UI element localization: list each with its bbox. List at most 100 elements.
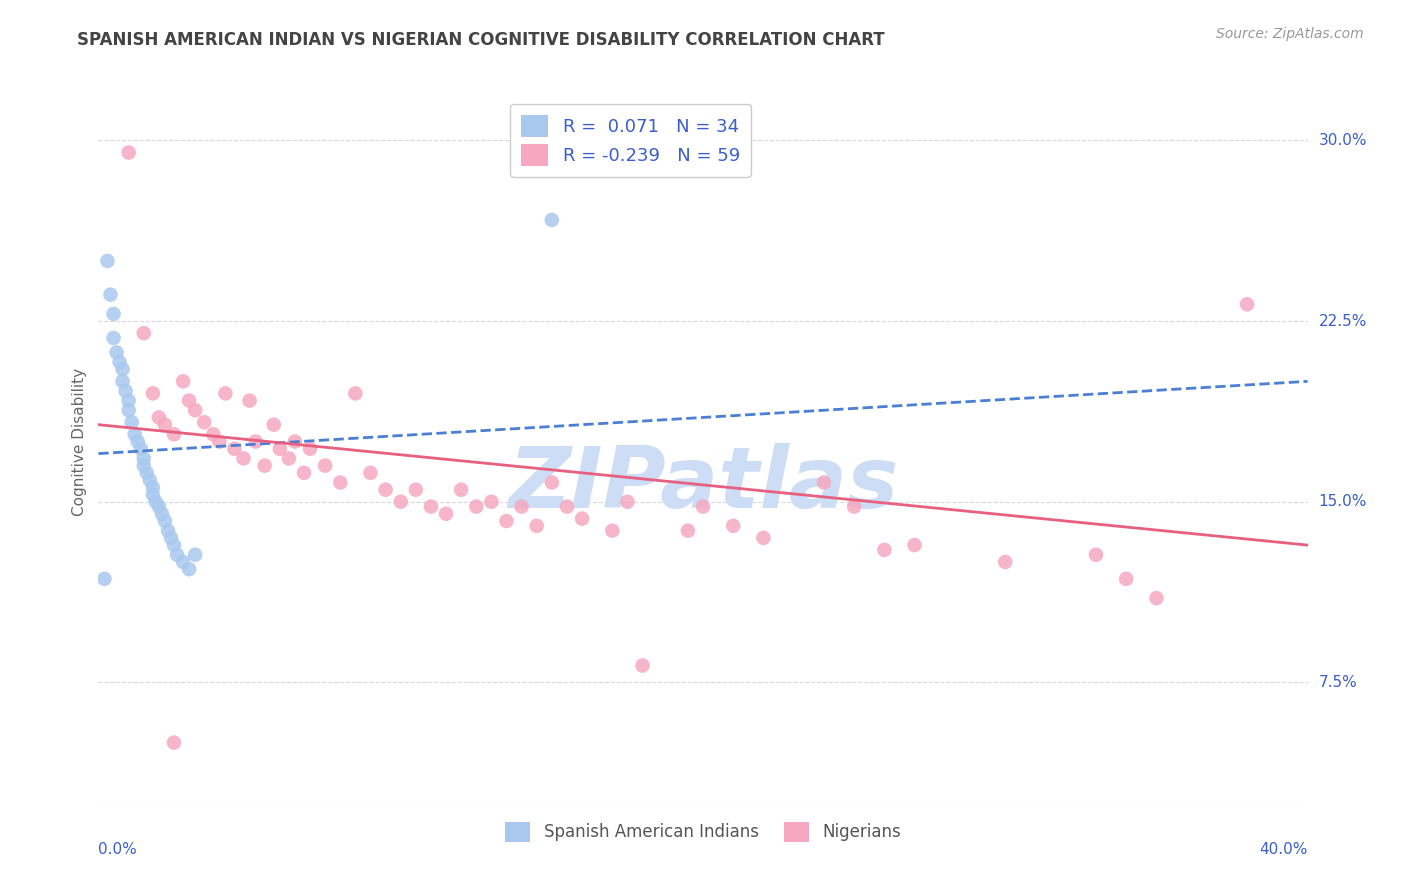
Point <box>111 362 134 376</box>
Point <box>405 483 427 497</box>
Point <box>1115 572 1137 586</box>
Point <box>299 442 322 456</box>
Point <box>172 374 194 388</box>
Point <box>163 735 186 749</box>
Point <box>160 531 183 545</box>
Point <box>129 442 152 456</box>
Point <box>602 524 624 538</box>
Point <box>96 253 118 268</box>
Text: 7.5%: 7.5% <box>1319 675 1357 690</box>
Point <box>132 326 155 340</box>
Point <box>269 442 291 456</box>
Point <box>526 518 548 533</box>
Point <box>277 451 299 466</box>
Point <box>292 466 315 480</box>
Point <box>148 410 170 425</box>
Point <box>994 555 1017 569</box>
Point <box>844 500 866 514</box>
Text: Source: ZipAtlas.com: Source: ZipAtlas.com <box>1216 27 1364 41</box>
Point <box>723 518 745 533</box>
Point <box>142 386 165 401</box>
Point <box>153 417 176 432</box>
Point <box>752 531 775 545</box>
Point <box>103 331 125 345</box>
Point <box>465 500 488 514</box>
Point <box>111 374 134 388</box>
Point <box>103 307 125 321</box>
Point <box>389 494 412 508</box>
Point <box>193 415 215 429</box>
Point <box>232 451 254 466</box>
Point <box>114 384 136 398</box>
Point <box>163 427 186 442</box>
Point <box>202 427 225 442</box>
Point <box>166 548 188 562</box>
Point <box>179 562 201 576</box>
Point <box>239 393 262 408</box>
Point <box>263 417 285 432</box>
Point <box>224 442 246 456</box>
Point <box>253 458 276 473</box>
Point <box>105 345 128 359</box>
Point <box>118 403 141 417</box>
Point <box>132 458 155 473</box>
Point <box>571 511 593 525</box>
Point <box>360 466 382 480</box>
Point <box>127 434 149 449</box>
Point <box>873 542 896 557</box>
Point <box>214 386 236 401</box>
Point <box>481 494 503 508</box>
Point <box>145 494 167 508</box>
Point <box>208 434 231 449</box>
Point <box>93 572 115 586</box>
Point <box>150 507 173 521</box>
Point <box>148 500 170 514</box>
Point <box>420 500 443 514</box>
Point <box>555 500 578 514</box>
Text: 40.0%: 40.0% <box>1260 842 1308 856</box>
Point <box>118 393 141 408</box>
Point <box>1085 548 1108 562</box>
Point <box>813 475 835 490</box>
Point <box>1236 297 1258 311</box>
Point <box>100 287 122 301</box>
Point <box>156 524 179 538</box>
Point <box>616 494 638 508</box>
Point <box>904 538 927 552</box>
Point <box>163 538 186 552</box>
Point <box>540 213 562 227</box>
Text: 30.0%: 30.0% <box>1319 133 1367 148</box>
Legend: Spanish American Indians, Nigerians: Spanish American Indians, Nigerians <box>499 815 907 848</box>
Point <box>108 355 131 369</box>
Point <box>314 458 336 473</box>
Point <box>142 480 165 494</box>
Point <box>344 386 367 401</box>
Point <box>329 475 352 490</box>
Point <box>284 434 307 449</box>
Point <box>692 500 714 514</box>
Point <box>434 507 457 521</box>
Point <box>132 451 155 466</box>
Point <box>374 483 396 497</box>
Text: 15.0%: 15.0% <box>1319 494 1367 509</box>
Point <box>631 658 654 673</box>
Text: 0.0%: 0.0% <box>98 842 138 856</box>
Point <box>121 415 143 429</box>
Y-axis label: Cognitive Disability: Cognitive Disability <box>72 368 87 516</box>
Point <box>139 473 162 487</box>
Point <box>495 514 517 528</box>
Text: 22.5%: 22.5% <box>1319 314 1367 328</box>
Point <box>510 500 533 514</box>
Text: SPANISH AMERICAN INDIAN VS NIGERIAN COGNITIVE DISABILITY CORRELATION CHART: SPANISH AMERICAN INDIAN VS NIGERIAN COGN… <box>77 31 884 49</box>
Point <box>676 524 699 538</box>
Point <box>450 483 472 497</box>
Point <box>179 393 201 408</box>
Point <box>540 475 562 490</box>
Point <box>124 427 146 442</box>
Text: ZIPatlas: ZIPatlas <box>508 443 898 526</box>
Point <box>118 145 141 160</box>
Point <box>142 487 165 501</box>
Point <box>184 548 207 562</box>
Point <box>1144 591 1167 606</box>
Point <box>153 514 176 528</box>
